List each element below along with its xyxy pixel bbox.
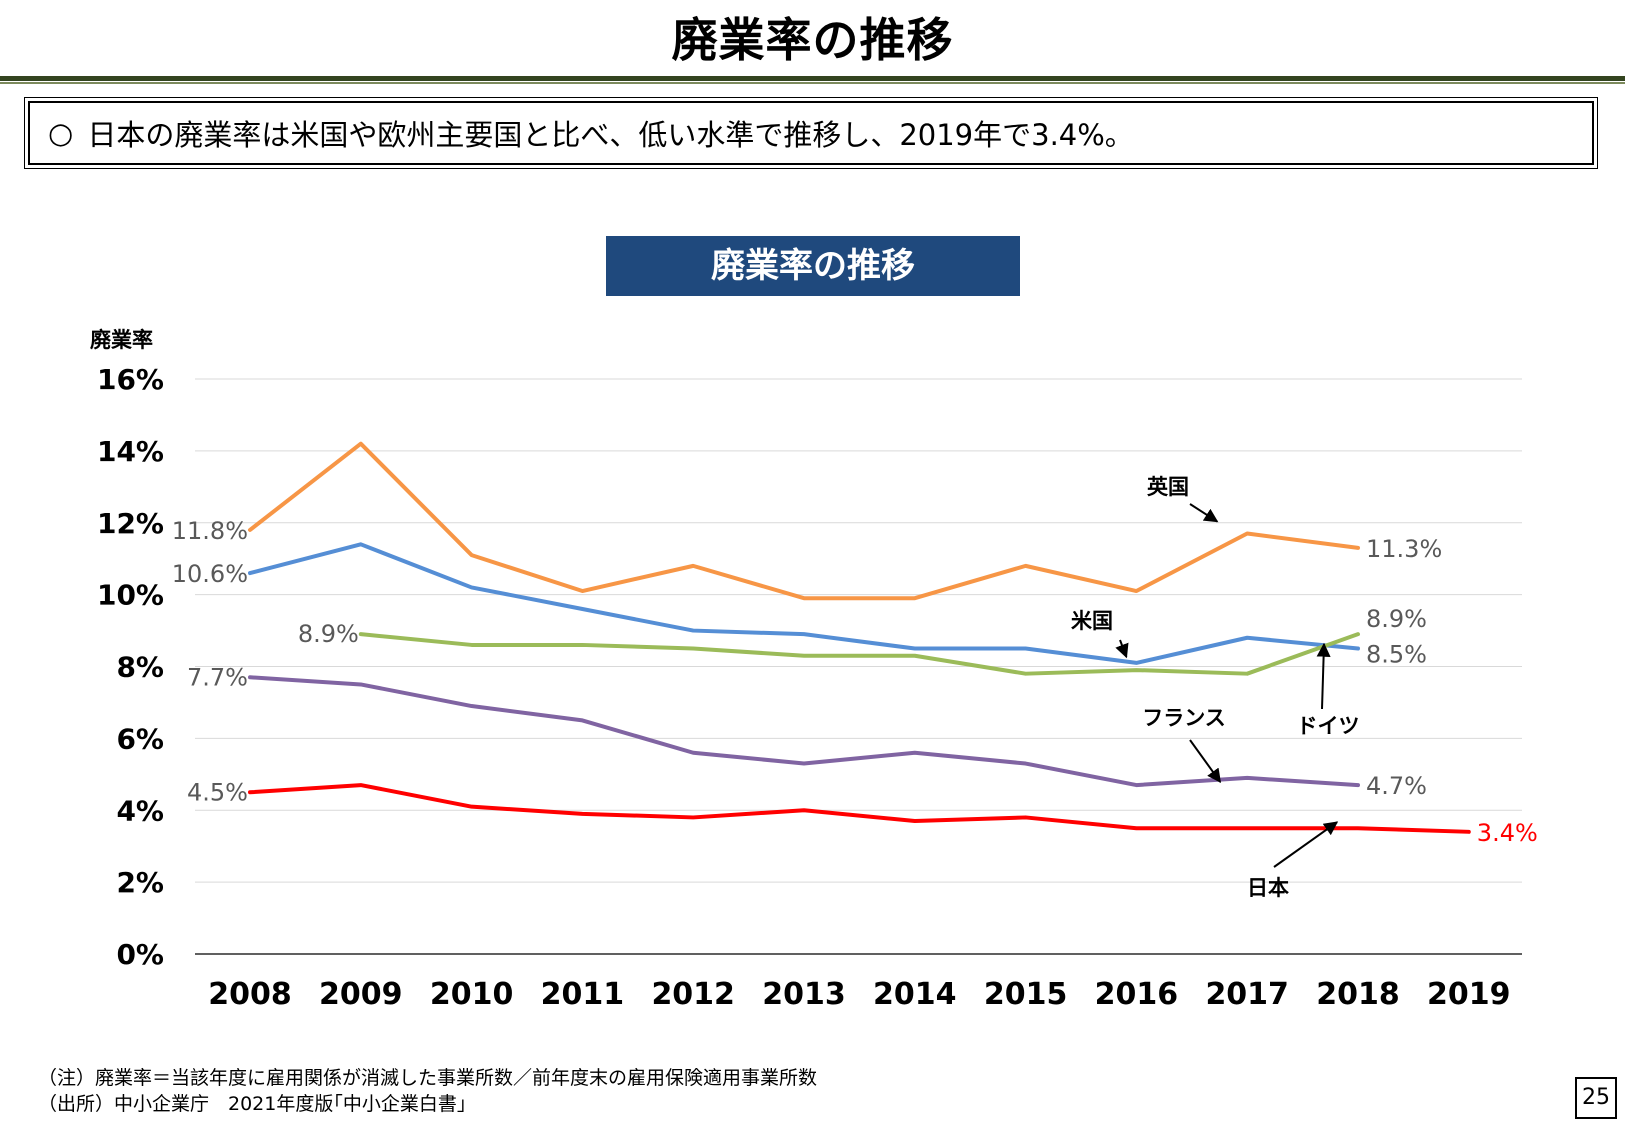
- data-label-end: 4.7%: [1366, 772, 1427, 800]
- summary-box: ○ 日本の廃業率は米国や欧州主要国と比べ、低い水準で推移し、2019年で3.4%…: [24, 97, 1598, 169]
- series-name-label: ドイツ: [1297, 714, 1360, 738]
- data-label-start: 4.5%: [187, 778, 248, 806]
- x-tick-label: 2009: [319, 977, 403, 1012]
- series-line: [358, 632, 1360, 676]
- page-number: 25: [1575, 1077, 1617, 1119]
- series-line: [248, 441, 1360, 601]
- series-name-label: 英国: [1147, 475, 1189, 499]
- x-tick-label: 2008: [208, 977, 292, 1012]
- x-tick-label: 2013: [762, 977, 846, 1012]
- callout-arrow: [1115, 639, 1129, 659]
- footnote-source: （出所）中小企業庁 2021年度版｢中小企業白書｣: [38, 1093, 467, 1115]
- series-name-label: 米国: [1071, 609, 1113, 633]
- y-tick-label: 14%: [97, 435, 164, 468]
- series-line: [248, 675, 1360, 788]
- x-tick-label: 2018: [1316, 977, 1400, 1012]
- callout-arrow: [1189, 503, 1219, 523]
- x-tick-label: 2012: [651, 977, 735, 1012]
- y-tick-label: 12%: [97, 507, 164, 540]
- data-label-end: 8.5%: [1366, 641, 1427, 669]
- series-line: [248, 783, 1471, 834]
- callout-arrow: [1273, 821, 1339, 868]
- title-divider: [0, 76, 1625, 81]
- x-tick-label: 2019: [1427, 977, 1511, 1012]
- callout-arrow: [1189, 739, 1222, 784]
- x-tick-label: 2011: [541, 977, 625, 1012]
- y-tick-label: 8%: [116, 651, 164, 684]
- summary-bullet-icon: ○: [48, 116, 74, 150]
- y-tick-label: 6%: [116, 722, 164, 755]
- x-tick-label: 2017: [1205, 977, 1289, 1012]
- data-label-start: 10.6%: [172, 560, 248, 588]
- x-tick-label: 2010: [430, 977, 514, 1012]
- x-tick-label: 2016: [1095, 977, 1179, 1012]
- data-label-start: 8.9%: [298, 620, 359, 648]
- summary-text: 日本の廃業率は米国や欧州主要国と比べ、低い水準で推移し、2019年で3.4%。: [87, 118, 1134, 152]
- x-tick-label: 2014: [873, 977, 957, 1012]
- data-label-end: 3.4%: [1477, 819, 1538, 847]
- title-divider-accent: [0, 82, 1625, 84]
- data-label-end: 8.9%: [1366, 605, 1427, 633]
- series-name-label: 日本: [1247, 876, 1289, 900]
- y-axis-label: 廃業率: [90, 328, 153, 352]
- series-line: [248, 542, 1360, 665]
- y-tick-label: 4%: [116, 794, 164, 827]
- y-tick-label: 10%: [97, 579, 164, 612]
- x-tick-label: 2015: [984, 977, 1068, 1012]
- footnote-note: （注）廃業率＝当該年度に雇用関係が消滅した事業所数／前年度末の雇用保険適用事業所…: [38, 1067, 818, 1089]
- chart-title: 廃業率の推移: [606, 236, 1020, 296]
- callout-arrow: [1316, 642, 1331, 710]
- y-tick-label: 2%: [116, 866, 164, 899]
- data-label-start: 11.8%: [172, 517, 248, 545]
- data-label-start: 7.7%: [187, 663, 248, 691]
- series-name-label: フランス: [1142, 706, 1226, 730]
- page-title: 廃業率の推移: [671, 13, 954, 67]
- data-label-end: 11.3%: [1366, 535, 1442, 563]
- y-tick-label: 16%: [97, 363, 164, 396]
- y-tick-label: 0%: [116, 938, 164, 971]
- summary-inner: ○ 日本の廃業率は米国や欧州主要国と比べ、低い水準で推移し、2019年で3.4%…: [28, 101, 1594, 165]
